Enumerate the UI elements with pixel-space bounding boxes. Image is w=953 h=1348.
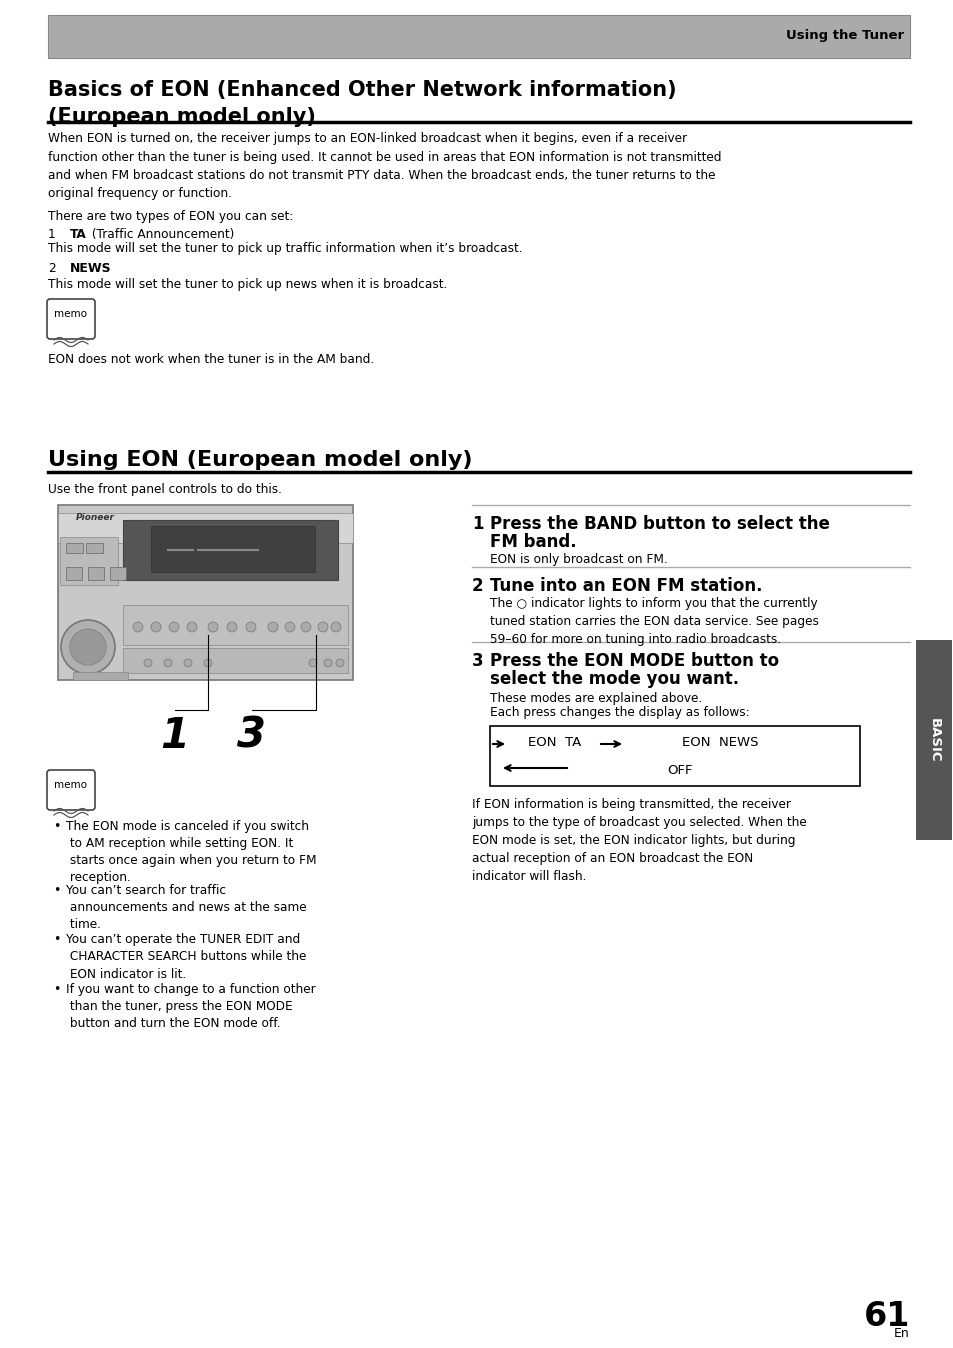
- Circle shape: [285, 621, 294, 632]
- Circle shape: [169, 621, 179, 632]
- Text: 1: 1: [472, 515, 483, 532]
- Text: memo: memo: [54, 309, 88, 319]
- FancyBboxPatch shape: [110, 568, 126, 580]
- FancyBboxPatch shape: [58, 514, 353, 543]
- Text: 3: 3: [237, 714, 266, 758]
- Text: 2: 2: [48, 262, 55, 275]
- Circle shape: [187, 621, 196, 632]
- Text: Press the EON MODE button to: Press the EON MODE button to: [490, 652, 779, 670]
- FancyBboxPatch shape: [490, 727, 859, 786]
- Text: 1: 1: [48, 228, 55, 241]
- Text: There are two types of EON you can set:: There are two types of EON you can set:: [48, 210, 293, 222]
- Text: The ○ indicator lights to inform you that the currently
tuned station carries th: The ○ indicator lights to inform you tha…: [490, 597, 818, 646]
- Text: Press the BAND button to select the: Press the BAND button to select the: [490, 515, 829, 532]
- FancyBboxPatch shape: [86, 543, 103, 553]
- Circle shape: [144, 659, 152, 667]
- Text: TA: TA: [70, 228, 87, 241]
- Circle shape: [70, 630, 106, 665]
- Text: 1: 1: [160, 714, 190, 758]
- Circle shape: [324, 659, 332, 667]
- FancyBboxPatch shape: [915, 640, 951, 840]
- Text: The EON mode is canceled if you switch
 to AM reception while setting EON. It
 s: The EON mode is canceled if you switch t…: [66, 820, 316, 884]
- Text: EON does not work when the tuner is in the AM band.: EON does not work when the tuner is in t…: [48, 353, 374, 367]
- Circle shape: [151, 621, 161, 632]
- Circle shape: [246, 621, 255, 632]
- FancyBboxPatch shape: [151, 526, 314, 572]
- Text: EON  TA: EON TA: [528, 736, 581, 748]
- Text: BASIC: BASIC: [926, 717, 940, 762]
- FancyBboxPatch shape: [48, 15, 909, 58]
- FancyBboxPatch shape: [123, 605, 348, 644]
- Circle shape: [132, 621, 143, 632]
- Text: You can’t operate the TUNER EDIT and
 CHARACTER SEARCH buttons while the
 EON in: You can’t operate the TUNER EDIT and CHA…: [66, 934, 306, 980]
- Circle shape: [204, 659, 212, 667]
- Text: Pioneer: Pioneer: [76, 514, 115, 522]
- FancyBboxPatch shape: [88, 568, 104, 580]
- FancyBboxPatch shape: [47, 770, 95, 810]
- Circle shape: [331, 621, 340, 632]
- Text: •: •: [53, 983, 60, 996]
- Circle shape: [301, 621, 311, 632]
- FancyBboxPatch shape: [47, 299, 95, 338]
- Circle shape: [184, 659, 192, 667]
- Text: Tune into an EON FM station.: Tune into an EON FM station.: [490, 577, 761, 594]
- FancyBboxPatch shape: [123, 520, 337, 580]
- Text: If you want to change to a function other
 than the tuner, press the EON MODE
 b: If you want to change to a function othe…: [66, 983, 315, 1030]
- Text: En: En: [893, 1326, 909, 1340]
- Text: OFF: OFF: [666, 763, 692, 776]
- Text: (Traffic Announcement): (Traffic Announcement): [88, 228, 234, 241]
- Text: •: •: [53, 884, 60, 896]
- Text: This mode will set the tuner to pick up traffic information when it’s broadcast.: This mode will set the tuner to pick up …: [48, 243, 522, 255]
- FancyBboxPatch shape: [123, 648, 348, 673]
- Text: •: •: [53, 820, 60, 833]
- Text: 2: 2: [472, 577, 483, 594]
- Circle shape: [317, 621, 328, 632]
- FancyBboxPatch shape: [66, 568, 82, 580]
- FancyBboxPatch shape: [60, 537, 118, 585]
- Text: If EON information is being transmitted, the receiver
jumps to the type of broad: If EON information is being transmitted,…: [472, 798, 806, 883]
- Text: When EON is turned on, the receiver jumps to an EON-linked broadcast when it beg: When EON is turned on, the receiver jump…: [48, 132, 720, 201]
- Text: EON is only broadcast on FM.: EON is only broadcast on FM.: [490, 553, 667, 566]
- Circle shape: [61, 620, 115, 674]
- Text: NEWS: NEWS: [70, 262, 112, 275]
- Circle shape: [208, 621, 218, 632]
- Text: Each press changes the display as follows:: Each press changes the display as follow…: [490, 706, 749, 718]
- Text: You can’t search for traffic
 announcements and news at the same
 time.: You can’t search for traffic announcemen…: [66, 884, 306, 931]
- Text: FM band.: FM band.: [490, 532, 576, 551]
- FancyBboxPatch shape: [66, 543, 83, 553]
- FancyBboxPatch shape: [73, 673, 128, 679]
- Text: This mode will set the tuner to pick up news when it is broadcast.: This mode will set the tuner to pick up …: [48, 278, 447, 291]
- Text: select the mode you want.: select the mode you want.: [490, 670, 739, 687]
- Text: Using EON (European model only): Using EON (European model only): [48, 450, 472, 470]
- Text: Basics of EON (Enhanced Other Network information): Basics of EON (Enhanced Other Network in…: [48, 80, 676, 100]
- Circle shape: [227, 621, 236, 632]
- Text: memo: memo: [54, 780, 88, 790]
- Circle shape: [335, 659, 344, 667]
- Text: (European model only): (European model only): [48, 106, 315, 127]
- Text: 3: 3: [472, 652, 483, 670]
- Text: •: •: [53, 934, 60, 946]
- Text: Use the front panel controls to do this.: Use the front panel controls to do this.: [48, 483, 281, 496]
- Text: These modes are explained above.: These modes are explained above.: [490, 692, 701, 705]
- Text: Using the Tuner: Using the Tuner: [785, 30, 903, 43]
- FancyBboxPatch shape: [58, 506, 353, 679]
- Circle shape: [268, 621, 277, 632]
- Text: 61: 61: [862, 1299, 909, 1333]
- Circle shape: [164, 659, 172, 667]
- Text: EON  NEWS: EON NEWS: [681, 736, 758, 748]
- Circle shape: [309, 659, 316, 667]
